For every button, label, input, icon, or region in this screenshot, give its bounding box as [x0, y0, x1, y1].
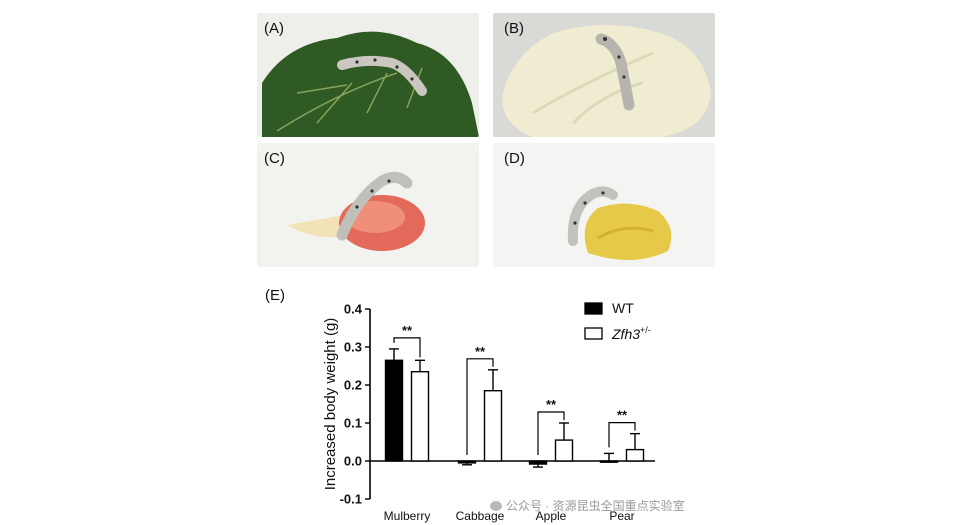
y-tick-label: 0.2	[344, 378, 362, 393]
x-tick-label: Mulberry	[384, 509, 431, 523]
photo-panel-c	[257, 143, 479, 267]
pear-slice-photo	[493, 143, 715, 267]
legend-swatch-wt	[584, 302, 603, 315]
photo-panel-b	[493, 13, 715, 137]
bar	[410, 370, 430, 462]
bar	[625, 448, 645, 462]
panel-label-a: (A)	[264, 20, 284, 37]
significance-label: **	[475, 344, 486, 359]
legend-swatch-zfh3	[584, 327, 603, 340]
y-tick-label: 0.4	[344, 302, 363, 317]
apple-slice-photo	[257, 143, 479, 267]
x-tick-label: Apple	[536, 509, 567, 523]
panel-label-d: (D)	[504, 150, 525, 167]
mulberry-leaf-photo	[257, 13, 479, 137]
legend-label-wt: WT	[612, 300, 634, 316]
bar	[528, 460, 548, 465]
legend-label-zfh3: Zfh3+/-	[611, 325, 651, 342]
bar	[554, 439, 574, 462]
significance-bracket	[608, 422, 636, 448]
bar	[483, 389, 503, 462]
y-tick-label: -0.1	[340, 492, 362, 507]
wechat-icon	[490, 501, 502, 511]
body-weight-bar-chart: (E) -0.1 0.0 0.1 0.2 0.3 0.4 Increased body wei…	[265, 287, 655, 523]
y-tick-label: 0.3	[344, 340, 362, 355]
bar	[599, 460, 619, 463]
significance-label: **	[402, 323, 413, 338]
legend-label-zfh3-gene: Zfh3	[611, 326, 640, 342]
panel-label-c: (C)	[264, 150, 285, 167]
y-axis-label: Increased body weight (g)	[322, 318, 339, 491]
cabbage-leaf-photo	[493, 13, 715, 137]
photo-panel-d	[493, 143, 715, 267]
significance-label: **	[617, 408, 628, 423]
panel-label-e: (E)	[265, 287, 285, 304]
y-tick-label: 0.0	[344, 454, 362, 469]
significance-bracket	[466, 358, 494, 455]
bar	[384, 359, 404, 462]
watermark: 公众号 · 资源昆虫全国重点实验室	[490, 497, 685, 514]
bar	[457, 460, 477, 464]
photo-panel-a	[257, 13, 479, 137]
significance-bracket	[537, 411, 565, 455]
significance-label: **	[546, 397, 557, 412]
legend-label-zfh3-genotype: +/-	[640, 325, 651, 335]
panel-label-b: (B)	[504, 20, 524, 37]
y-tick-label: 0.1	[344, 416, 362, 431]
significance-bracket	[393, 337, 421, 358]
x-tick-label: Pear	[609, 509, 634, 523]
watermark-text: 公众号 · 资源昆虫全国重点实验室	[506, 499, 685, 513]
x-tick-label: Cabbage	[456, 509, 505, 523]
